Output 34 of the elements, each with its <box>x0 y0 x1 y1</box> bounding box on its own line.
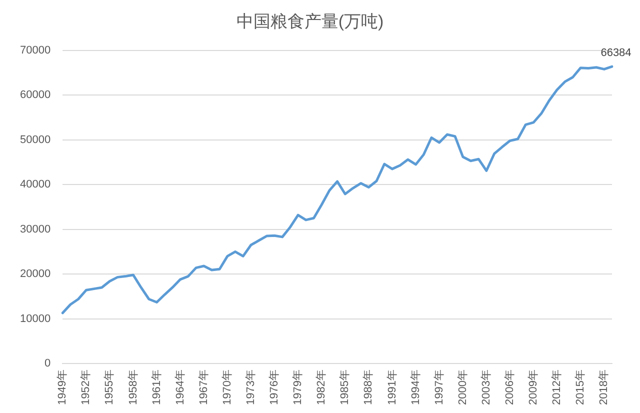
y-tick-label: 20000 <box>20 268 51 280</box>
x-tick-label: 1979年 <box>292 370 304 406</box>
x-tick-label: 2018年 <box>598 370 610 406</box>
y-tick-label: 0 <box>44 358 51 370</box>
x-tick-label: 1970年 <box>221 370 234 406</box>
chart-title: 中国粮食产量(万吨) <box>236 12 384 31</box>
x-tick-label: 1988年 <box>362 370 375 406</box>
x-tick-label: 1994年 <box>410 370 422 406</box>
x-tick-label: 1967年 <box>198 370 210 406</box>
x-tick-label: 1997年 <box>433 370 446 406</box>
y-tick-label: 70000 <box>20 44 51 56</box>
y-tick-label: 10000 <box>20 312 51 325</box>
x-tick-label: 1961年 <box>150 370 163 406</box>
x-tick-label: 1949年 <box>56 370 69 406</box>
data-label: 66384 <box>600 47 632 60</box>
y-tick-label: 30000 <box>20 223 51 236</box>
x-tick-label: 2012年 <box>551 370 564 406</box>
x-tick-label: 2000年 <box>456 370 469 406</box>
x-tick-label: 1985年 <box>339 370 352 406</box>
x-tick-label: 1964年 <box>174 370 186 406</box>
y-tick-label: 60000 <box>20 89 51 102</box>
y-tick-label: 50000 <box>20 134 51 146</box>
x-tick-label: 1955年 <box>104 370 116 406</box>
x-tick-label: 1991年 <box>386 370 398 406</box>
x-tick-label: 1958年 <box>127 370 140 406</box>
x-tick-label: 2003年 <box>480 370 492 406</box>
x-tick-label: 2006年 <box>504 370 516 406</box>
x-tick-label: 1952年 <box>80 370 92 406</box>
x-tick-label: 1973年 <box>244 370 257 406</box>
x-tick-label: 2015年 <box>574 370 587 406</box>
y-tick-label: 40000 <box>20 178 51 191</box>
x-tick-label: 1982年 <box>316 370 328 406</box>
x-tick-label: 1976年 <box>268 370 281 406</box>
x-tick-label: 2009年 <box>528 370 540 406</box>
